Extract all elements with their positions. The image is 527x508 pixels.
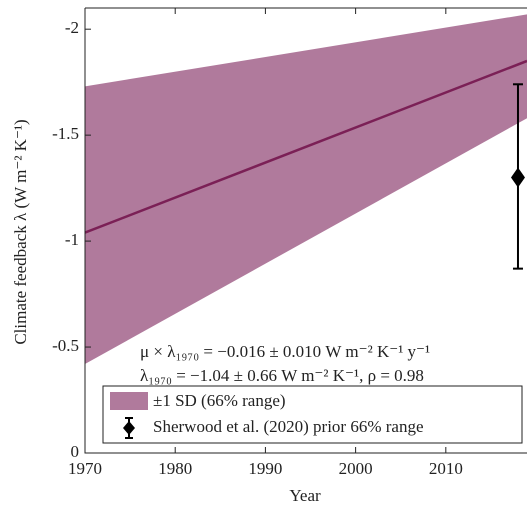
central-line bbox=[85, 59, 527, 234]
x-tick-label: 2010 bbox=[429, 459, 463, 478]
x-tick-label: 1990 bbox=[248, 459, 282, 478]
plot-area bbox=[85, 14, 527, 364]
prior-marker bbox=[510, 167, 525, 188]
y-tick-label: 0 bbox=[71, 442, 80, 461]
legend-box bbox=[102, 385, 523, 444]
legend: ±1 SD (66% range) Sherwood et al. (2020) … bbox=[110, 391, 424, 439]
legend-label: Sherwood et al. (2020) prior 66% range bbox=[153, 417, 424, 436]
y-tick-label: -1 bbox=[65, 230, 79, 249]
x-tick-label: 2000 bbox=[339, 459, 373, 478]
y-tick-label: -0.5 bbox=[52, 336, 79, 355]
y-axis-label: Climate feedback λ (W m⁻² K⁻¹) bbox=[11, 119, 30, 344]
x-tick-label: 1970 bbox=[68, 459, 102, 478]
x-axis-label: Year bbox=[289, 486, 321, 505]
legend-marker bbox=[123, 421, 135, 435]
annotation: μ × λ₁₉₇₀ = −0.016 ± 0.010 W m⁻² K⁻¹ y⁻¹ bbox=[140, 342, 430, 361]
legend-swatch bbox=[110, 392, 148, 410]
x-tick-label: 1980 bbox=[158, 459, 192, 478]
sd-band bbox=[85, 14, 527, 364]
y-tick-label: -2 bbox=[65, 18, 79, 37]
y-tick-label: -1.5 bbox=[52, 124, 79, 143]
annotation: λ₁₉₇₀ = −1.04 ± 0.66 W m⁻² K⁻¹, ρ = 0.98 bbox=[140, 366, 424, 385]
legend-label: ±1 SD (66% range) bbox=[153, 391, 286, 410]
